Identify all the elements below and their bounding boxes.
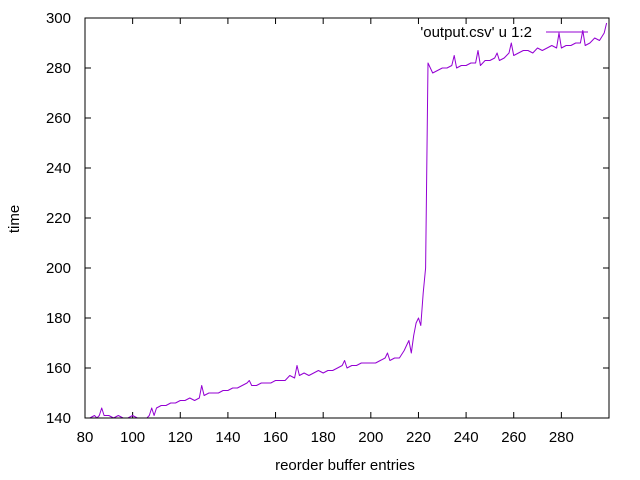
- x-tick-label: 160: [263, 429, 288, 446]
- series-line: [85, 22, 608, 419]
- y-tick-label: 140: [46, 410, 71, 427]
- x-axis-label: reorder buffer entries: [275, 457, 415, 474]
- legend-label: 'output.csv' u 1:2: [420, 24, 532, 41]
- series-layer: [85, 22, 608, 419]
- y-tick-label: 260: [46, 110, 71, 127]
- y-tick-label: 300: [46, 10, 71, 27]
- x-tick-label: 280: [549, 429, 574, 446]
- x-tick-label: 220: [406, 429, 431, 446]
- y-tick-label: 280: [46, 60, 71, 77]
- y-tick-label: 180: [46, 310, 71, 327]
- x-tick-label: 140: [215, 429, 240, 446]
- x-tick-label: 100: [120, 429, 145, 446]
- x-tick-label: 240: [454, 429, 479, 446]
- x-tick-label: 200: [358, 429, 383, 446]
- axis-tick-labels: 80 100 120 140 160 180 200 220 240 260 280 140 160 18…: [46, 10, 574, 446]
- y-tick-label: 160: [46, 360, 71, 377]
- y-axis-label: time: [6, 205, 23, 233]
- legend: 'output.csv' u 1:2: [420, 24, 588, 41]
- y-tick-label: 200: [46, 260, 71, 277]
- y-tick-label: 220: [46, 210, 71, 227]
- x-tick-label: 260: [501, 429, 526, 446]
- y-tick-label: 240: [46, 160, 71, 177]
- x-tick-label: 180: [311, 429, 336, 446]
- x-tick-label: 120: [168, 429, 193, 446]
- plot-frame: [84, 17, 610, 419]
- x-tick-label: 80: [77, 429, 94, 446]
